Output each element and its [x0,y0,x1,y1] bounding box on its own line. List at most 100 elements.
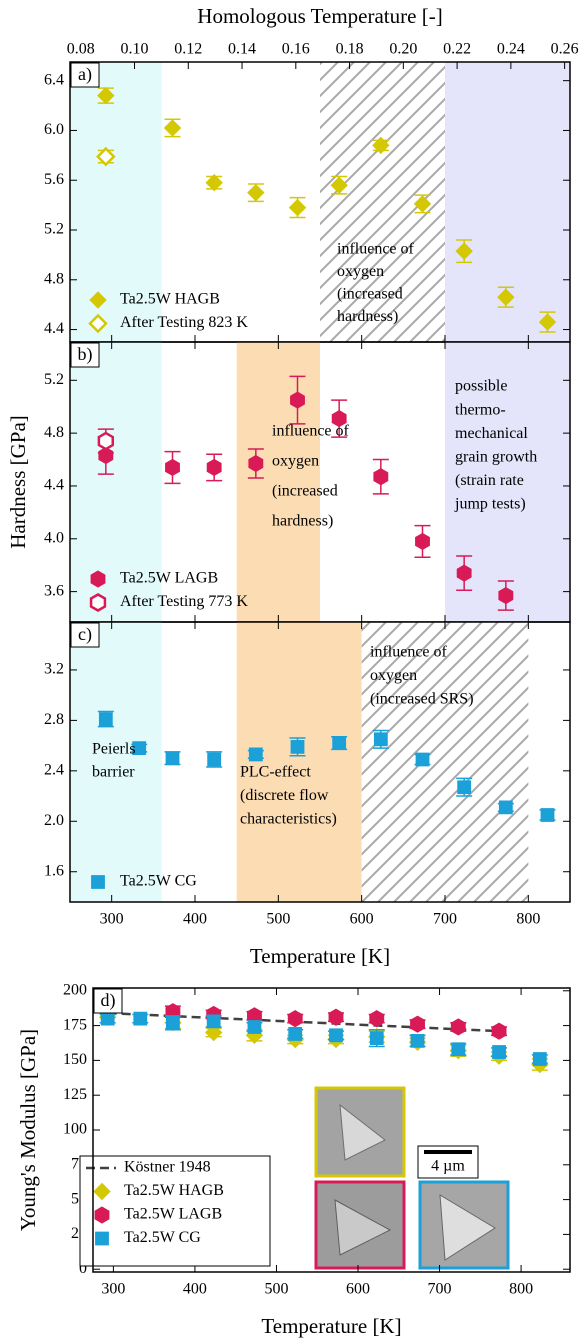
annotation: jump tests) [454,496,526,513]
x-tick-label: 700 [433,911,457,928]
annotation: oxygen [272,453,319,470]
marker [99,713,112,726]
annotation: grain growth [455,448,537,465]
y-tick-label: 4.0 [44,529,64,546]
x-tick-label: 800 [509,1281,533,1298]
annotation: Peierls [92,741,136,758]
legend-marker [95,1207,109,1223]
shaded-region [237,622,362,902]
y-tick-label: 5.6 [44,171,64,188]
marker [451,1019,465,1035]
annotation: (increased SRS) [370,691,474,708]
panel-label: b) [78,344,93,365]
legend-label: Ta2.5W LAGB [124,1206,222,1223]
annotation: thermo- [455,401,506,418]
scale-label: 4 µm [431,1158,465,1175]
annotation: influence of [337,241,415,258]
marker [289,1028,302,1041]
marker [165,120,181,136]
x2-tick-label: 0.24 [497,41,525,58]
marker [291,392,305,408]
x-tick-label: 600 [350,911,374,928]
x-tick-label: 500 [266,911,290,928]
marker [411,1016,425,1032]
marker [290,200,306,216]
x2-tick-label: 0.20 [389,41,417,58]
marker [374,469,388,485]
legend-label: After Testing 773 K [120,593,248,610]
y-tick-label: 2.4 [44,762,64,779]
marker [248,185,264,201]
marker [248,1021,261,1034]
annotation: (increased [337,286,403,303]
x-tick-label: 400 [183,911,207,928]
marker [167,1016,180,1029]
legend-marker [91,595,105,611]
y-axis-title: Hardness [GPa] [6,415,30,549]
y-tick-label: 125 [63,1086,87,1103]
x2-axis-title: Homologous Temperature [-] [197,4,442,28]
x-tick-label: 600 [346,1281,370,1298]
annotation: characteristics) [240,811,337,828]
x2-tick-label: 0.14 [228,41,256,58]
x-tick-label: 300 [100,911,124,928]
y-tick-label: 1.6 [44,862,64,879]
x-tick-label: 300 [101,1281,125,1298]
x-axis-title: Temperature [K] [250,944,390,968]
marker [101,1012,114,1025]
y-tick-label: 5.2 [44,221,64,238]
x2-tick-label: 0.18 [336,41,364,58]
y-tick-label: 200 [63,981,87,998]
x2-tick-label: 0.10 [121,41,149,58]
page: 4 µm 4.44.85.25.66.06.40.080.100.120.140… [0,0,587,1338]
panel-label: a) [78,64,92,85]
marker [291,740,304,753]
x-tick-label: 700 [428,1281,452,1298]
annotation: mechanical [455,425,528,442]
marker [492,1023,506,1039]
x-axis-title: Temperature [K] [261,1314,401,1338]
marker [457,565,471,581]
y-tick-label: 3.6 [44,582,64,599]
y-tick-label: 6.0 [44,121,64,138]
marker [374,733,387,746]
marker [208,753,221,766]
legend-marker [96,1232,109,1245]
annotation: (increased [272,483,338,500]
annotation: barrier [92,764,135,781]
x2-tick-label: 0.26 [551,41,579,58]
annotation: possible [455,378,507,395]
marker [493,1046,506,1059]
marker [166,752,179,765]
y-tick-label: 100 [63,1121,87,1138]
y-tick-label: 3.2 [44,661,64,678]
annotation: influence of [370,644,448,661]
annotation: (discrete flow [240,787,329,804]
marker [416,533,430,549]
marker [207,459,221,475]
x-tick-label: 400 [183,1281,207,1298]
panel-label: c) [78,624,92,645]
annotation: PLC-effect [240,764,311,781]
legend-label: Ta2.5W HAGB [120,291,220,308]
marker [370,1032,383,1045]
marker [249,456,263,472]
legend-label: Ta2.5W CG [120,873,197,890]
y-tick-label: 2.0 [44,812,64,829]
marker [249,748,262,761]
marker [134,1012,147,1025]
y-tick-label: 4.8 [44,424,64,441]
y-tick-label: 6.4 [44,71,64,88]
legend-label: Köstner 1948 [124,1159,211,1176]
annotation: influence of [272,423,350,440]
x2-tick-label: 0.12 [174,41,202,58]
legend-label: Ta2.5W LAGB [120,570,218,587]
marker [411,1035,424,1048]
x2-tick-label: 0.22 [443,41,471,58]
y-tick-label: 4.8 [44,270,64,287]
y-tick-label: 175 [63,1016,87,1033]
marker [499,588,513,604]
marker [533,1053,546,1066]
legend-label: Ta2.5W HAGB [124,1182,224,1199]
legend-marker [91,571,105,587]
